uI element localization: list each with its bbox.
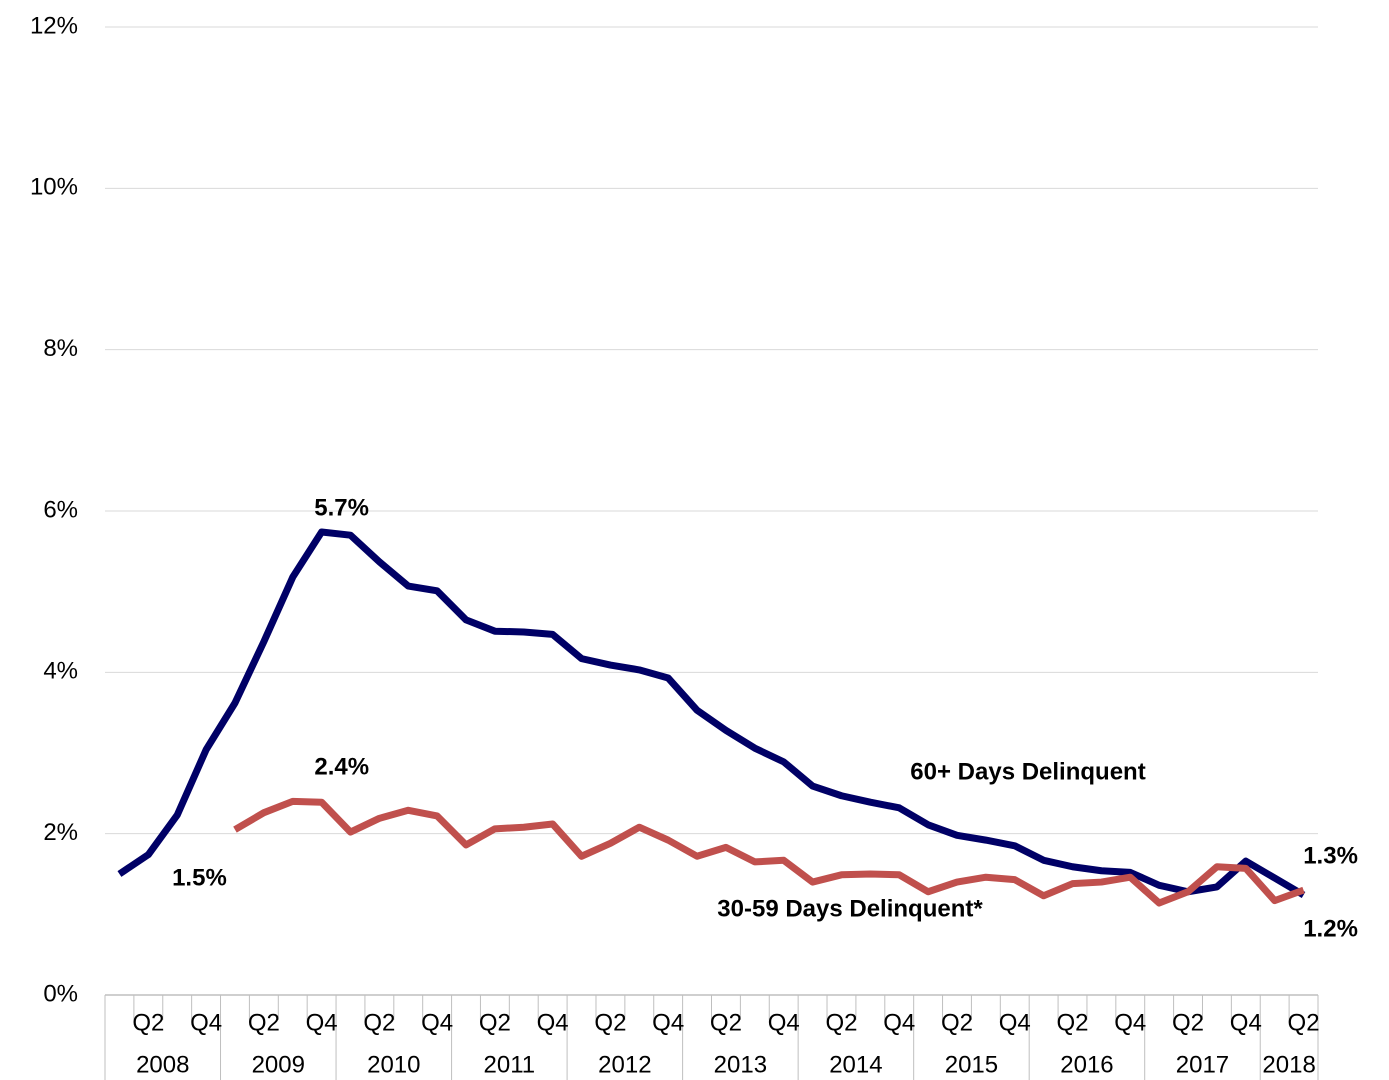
x-tick-label: Q4 bbox=[306, 1009, 338, 1036]
y-tick-label: 6% bbox=[43, 496, 78, 523]
x-tick-label: Q4 bbox=[537, 1009, 569, 1036]
x-tick-label: Q4 bbox=[652, 1009, 684, 1036]
year-label: 2015 bbox=[945, 1051, 998, 1078]
x-tick-label: Q2 bbox=[710, 1009, 742, 1036]
x-tick-label: Q2 bbox=[1057, 1009, 1089, 1036]
year-label: 2013 bbox=[714, 1051, 767, 1078]
x-tick-label: Q2 bbox=[363, 1009, 395, 1036]
y-tick-label: 10% bbox=[30, 174, 78, 201]
y-tick-label: 2% bbox=[43, 819, 78, 846]
y-tick-label: 4% bbox=[43, 658, 78, 685]
year-label: 2017 bbox=[1176, 1051, 1229, 1078]
series-label: 30-59 Days Delinquent* bbox=[717, 895, 983, 922]
data-label: 1.5% bbox=[172, 864, 227, 891]
x-tick-label: Q2 bbox=[825, 1009, 857, 1036]
data-label: 2.4% bbox=[314, 754, 369, 781]
x-tick-label: Q2 bbox=[479, 1009, 511, 1036]
x-tick-label: Q4 bbox=[421, 1009, 453, 1036]
data-label: 1.2% bbox=[1303, 915, 1358, 942]
y-tick-label: 12% bbox=[30, 12, 78, 39]
year-label: 2018 bbox=[1262, 1051, 1315, 1078]
x-tick-label: Q2 bbox=[1288, 1009, 1320, 1036]
x-tick-label: Q2 bbox=[594, 1009, 626, 1036]
series-line bbox=[117, 528, 1306, 898]
x-tick-label: Q4 bbox=[1114, 1009, 1146, 1036]
series-line bbox=[233, 797, 1305, 907]
year-label: 2009 bbox=[252, 1051, 305, 1078]
year-label: 2012 bbox=[598, 1051, 651, 1078]
y-tick-label: 8% bbox=[43, 335, 78, 362]
x-tick-label: Q2 bbox=[132, 1009, 164, 1036]
data-label: 1.3% bbox=[1303, 842, 1358, 869]
year-label: 2011 bbox=[484, 1051, 536, 1078]
x-tick-label: Q2 bbox=[1172, 1009, 1204, 1036]
data-label: 5.7% bbox=[314, 494, 369, 521]
x-tick-label: Q4 bbox=[1230, 1009, 1262, 1036]
series-label: 60+ Days Delinquent bbox=[910, 758, 1145, 785]
year-label: 2014 bbox=[829, 1051, 882, 1078]
x-tick-label: Q4 bbox=[190, 1009, 222, 1036]
x-tick-label: Q4 bbox=[883, 1009, 915, 1036]
year-label: 2010 bbox=[367, 1051, 420, 1078]
x-tick-label: Q4 bbox=[768, 1009, 800, 1036]
x-tick-label: Q2 bbox=[941, 1009, 973, 1036]
year-label: 2016 bbox=[1060, 1051, 1113, 1078]
x-tick-label: Q2 bbox=[248, 1009, 280, 1036]
y-tick-label: 0% bbox=[43, 980, 78, 1007]
year-label: 2008 bbox=[136, 1051, 189, 1078]
x-tick-label: Q4 bbox=[999, 1009, 1031, 1036]
